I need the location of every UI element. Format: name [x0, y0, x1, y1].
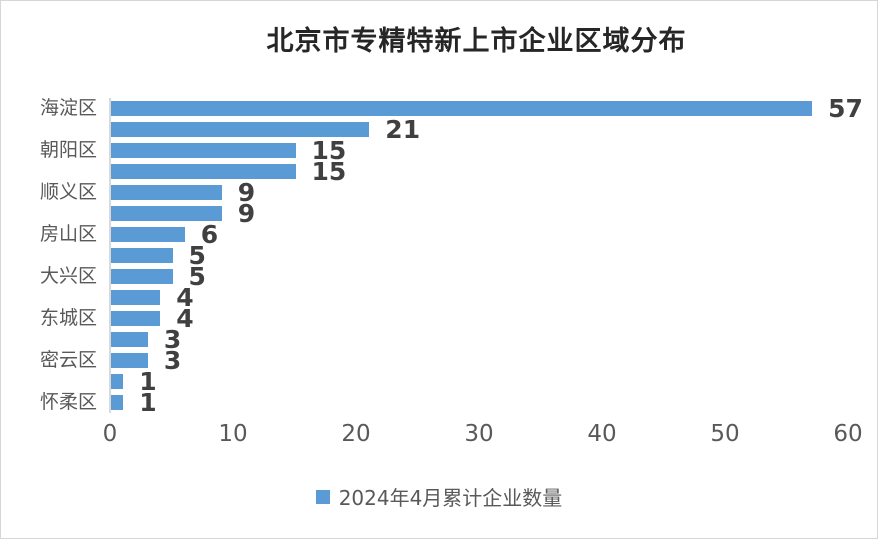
data-label: 3 — [163, 325, 182, 354]
bar — [111, 374, 124, 389]
category-label: 大兴区 — [39, 265, 97, 287]
category-label: 海淀区 — [39, 97, 97, 119]
bar-row: 5 — [111, 241, 849, 270]
bar — [111, 206, 222, 221]
bar — [111, 290, 161, 305]
data-label: 5 — [188, 241, 206, 270]
x-tick-label: 0 — [102, 421, 118, 447]
bar-row: 3 — [111, 325, 849, 354]
data-label: 1 — [139, 388, 157, 417]
x-tick-label: 30 — [464, 421, 494, 447]
category-label — [1, 329, 97, 350]
bar-row: 9 — [111, 199, 849, 228]
bar-row: 1 — [111, 388, 849, 417]
legend-label: 2024年4月累计企业数量 — [338, 486, 563, 510]
bar — [111, 143, 296, 158]
category-label — [1, 287, 97, 308]
bar — [111, 185, 222, 200]
data-label: 1 — [139, 367, 157, 396]
category-label: 密云区 — [39, 349, 97, 371]
chart-title: 北京市专精特新上市企业区域分布 — [266, 26, 687, 57]
value-axis: 0 10 20 30 40 50 60 — [103, 421, 863, 453]
data-label: 9 — [237, 178, 256, 207]
category-label: 怀柔区 — [39, 391, 97, 413]
data-label: 4 — [176, 283, 194, 312]
x-tick-label: 60 — [833, 421, 863, 447]
category-label — [1, 161, 97, 182]
bar — [111, 101, 813, 116]
bar-row: 57 — [111, 96, 863, 121]
category-label: 朝阳区 — [39, 139, 97, 161]
bar-row: 15 — [111, 157, 849, 186]
bar-row: 6 — [111, 220, 849, 249]
x-tick-label: 50 — [710, 421, 740, 447]
bar-row: 9 — [111, 178, 849, 207]
bar — [111, 395, 124, 410]
data-label: 6 — [200, 220, 219, 249]
bar-row: 4 — [111, 304, 849, 333]
x-tick-label: 40 — [587, 421, 617, 447]
category-axis: 海淀区朝阳区顺义区房山区大兴区东城区密云区怀柔区 — [1, 98, 97, 413]
bar — [111, 269, 173, 284]
bar-row: 21 — [111, 115, 849, 144]
bar — [111, 164, 296, 179]
bar — [111, 122, 370, 137]
category-label — [1, 119, 97, 140]
bar — [111, 227, 185, 242]
data-label: 15 — [311, 136, 347, 165]
legend-swatch-icon — [315, 489, 330, 504]
data-label: 3 — [163, 346, 182, 375]
category-label — [1, 245, 97, 266]
category-label — [1, 371, 97, 392]
data-label: 57 — [828, 94, 863, 123]
x-tick-label: 20 — [341, 421, 371, 447]
category-label: 顺义区 — [39, 181, 97, 203]
category-label: 东城区 — [39, 307, 97, 329]
bar-row: 3 — [111, 346, 849, 375]
legend: 2024年4月累计企业数量 — [1, 482, 877, 511]
bar — [111, 311, 161, 326]
bar — [111, 332, 148, 347]
bar — [111, 248, 173, 263]
data-label: 15 — [311, 157, 347, 186]
bar-row: 5 — [111, 262, 849, 291]
category-label — [1, 203, 97, 224]
data-label: 21 — [385, 115, 421, 144]
plot-area: 57 21 15 15 9 9 6 5 5 4 4 3 3 1 1 — [109, 96, 863, 417]
data-label: 5 — [188, 262, 206, 291]
data-label: 9 — [237, 199, 256, 228]
bar — [111, 353, 148, 368]
x-tick-label: 10 — [218, 421, 248, 447]
category-label: 房山区 — [39, 223, 97, 245]
bar-row: 1 — [111, 367, 849, 396]
bar-row: 4 — [111, 283, 849, 312]
bar-row: 15 — [111, 136, 849, 165]
data-label: 4 — [176, 304, 194, 333]
